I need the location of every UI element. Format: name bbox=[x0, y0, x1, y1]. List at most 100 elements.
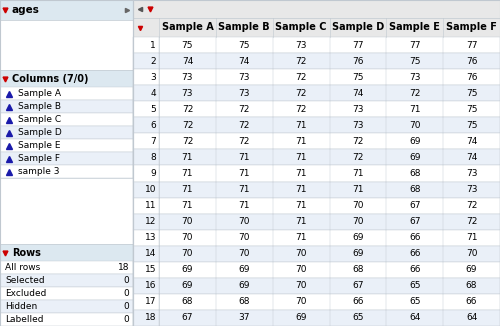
Text: Sample A: Sample A bbox=[18, 89, 61, 98]
Bar bbox=[0, 261, 133, 274]
Text: Sample E: Sample E bbox=[18, 141, 60, 150]
Text: 68: 68 bbox=[182, 297, 193, 306]
Bar bbox=[133, 117, 500, 133]
Text: 69: 69 bbox=[352, 249, 364, 258]
Text: 0: 0 bbox=[123, 289, 129, 298]
Bar bbox=[133, 246, 500, 262]
Text: 72: 72 bbox=[352, 137, 364, 146]
Text: 73: 73 bbox=[352, 105, 364, 114]
Bar bbox=[0, 20, 133, 70]
Text: 70: 70 bbox=[296, 281, 307, 290]
Text: 8: 8 bbox=[150, 153, 156, 162]
Text: 2: 2 bbox=[150, 57, 156, 66]
Text: 71: 71 bbox=[296, 121, 307, 130]
Bar bbox=[133, 262, 500, 278]
Text: 73: 73 bbox=[238, 73, 250, 82]
Text: 73: 73 bbox=[296, 40, 307, 50]
Text: Sample C: Sample C bbox=[276, 22, 327, 33]
Bar bbox=[133, 53, 500, 69]
Text: 72: 72 bbox=[238, 105, 250, 114]
Text: 16: 16 bbox=[144, 281, 156, 290]
Text: 7: 7 bbox=[150, 137, 156, 146]
Text: 70: 70 bbox=[182, 249, 193, 258]
Text: 0: 0 bbox=[123, 315, 129, 324]
Text: 69: 69 bbox=[352, 233, 364, 242]
Text: 69: 69 bbox=[296, 314, 307, 322]
Text: Excluded: Excluded bbox=[5, 289, 46, 298]
Text: Columns (7/0): Columns (7/0) bbox=[12, 73, 88, 83]
Text: 70: 70 bbox=[182, 233, 193, 242]
Bar bbox=[133, 85, 500, 101]
Text: 65: 65 bbox=[409, 281, 420, 290]
Text: Rows: Rows bbox=[12, 247, 41, 258]
Text: 70: 70 bbox=[182, 217, 193, 226]
Text: 73: 73 bbox=[466, 169, 477, 178]
Text: 66: 66 bbox=[409, 233, 420, 242]
Text: 75: 75 bbox=[238, 40, 250, 50]
Text: 71: 71 bbox=[352, 185, 364, 194]
Text: 71: 71 bbox=[238, 153, 250, 162]
Text: 72: 72 bbox=[182, 137, 193, 146]
Bar bbox=[0, 300, 133, 313]
Text: 71: 71 bbox=[296, 233, 307, 242]
Bar bbox=[133, 0, 500, 18]
Text: 75: 75 bbox=[352, 73, 364, 82]
Text: 68: 68 bbox=[238, 297, 250, 306]
Text: 71: 71 bbox=[182, 153, 193, 162]
Text: 68: 68 bbox=[409, 169, 420, 178]
Text: 72: 72 bbox=[352, 153, 364, 162]
Text: 73: 73 bbox=[182, 73, 193, 82]
Bar bbox=[133, 230, 500, 246]
Text: 70: 70 bbox=[296, 265, 307, 274]
Text: 72: 72 bbox=[296, 57, 307, 66]
Text: 73: 73 bbox=[238, 89, 250, 98]
Text: 71: 71 bbox=[238, 185, 250, 194]
Bar bbox=[133, 101, 500, 117]
Text: 72: 72 bbox=[296, 73, 307, 82]
Text: 12: 12 bbox=[144, 217, 156, 226]
Bar bbox=[0, 70, 133, 87]
Bar bbox=[0, 287, 133, 300]
Text: sample 3: sample 3 bbox=[18, 167, 59, 176]
Bar bbox=[133, 165, 500, 182]
Text: 71: 71 bbox=[238, 169, 250, 178]
Text: 75: 75 bbox=[466, 89, 477, 98]
Text: 72: 72 bbox=[296, 89, 307, 98]
Text: 74: 74 bbox=[466, 137, 477, 146]
Text: 77: 77 bbox=[352, 40, 364, 50]
Text: 73: 73 bbox=[409, 73, 420, 82]
Text: 67: 67 bbox=[182, 314, 193, 322]
Text: 70: 70 bbox=[409, 121, 420, 130]
Text: 74: 74 bbox=[466, 153, 477, 162]
Text: Sample B: Sample B bbox=[218, 22, 270, 33]
Text: 76: 76 bbox=[466, 73, 477, 82]
Text: Sample F: Sample F bbox=[446, 22, 497, 33]
Text: 11: 11 bbox=[144, 201, 156, 210]
Text: ages: ages bbox=[12, 5, 40, 15]
Text: Sample F: Sample F bbox=[18, 154, 60, 163]
Text: 71: 71 bbox=[466, 233, 477, 242]
Bar bbox=[133, 198, 500, 214]
Text: 71: 71 bbox=[296, 217, 307, 226]
Text: 72: 72 bbox=[238, 137, 250, 146]
Text: 17: 17 bbox=[144, 297, 156, 306]
Text: 65: 65 bbox=[409, 297, 420, 306]
Bar bbox=[0, 87, 133, 100]
Text: 18: 18 bbox=[144, 314, 156, 322]
Text: Sample D: Sample D bbox=[18, 128, 62, 137]
Text: 73: 73 bbox=[182, 89, 193, 98]
Text: 73: 73 bbox=[352, 121, 364, 130]
Text: 72: 72 bbox=[466, 217, 477, 226]
Bar bbox=[0, 274, 133, 287]
Text: 69: 69 bbox=[238, 281, 250, 290]
Text: 69: 69 bbox=[238, 265, 250, 274]
Text: 18: 18 bbox=[118, 263, 129, 272]
Text: 70: 70 bbox=[238, 249, 250, 258]
Text: 72: 72 bbox=[409, 89, 420, 98]
Text: 70: 70 bbox=[296, 249, 307, 258]
Text: 10: 10 bbox=[144, 185, 156, 194]
Bar bbox=[0, 244, 133, 261]
Text: Sample E: Sample E bbox=[390, 22, 440, 33]
Text: 72: 72 bbox=[182, 105, 193, 114]
Text: 9: 9 bbox=[150, 169, 156, 178]
